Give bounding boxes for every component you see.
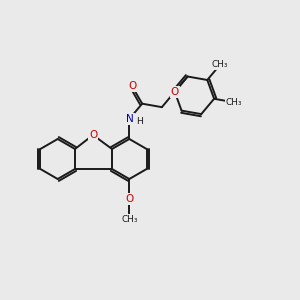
- Text: H: H: [136, 116, 143, 125]
- Text: O: O: [128, 81, 136, 92]
- Text: CH₃: CH₃: [121, 214, 138, 224]
- Text: N: N: [126, 114, 134, 124]
- Text: O: O: [125, 194, 134, 204]
- Text: O: O: [89, 130, 97, 140]
- Text: O: O: [171, 87, 179, 97]
- Text: CH₃: CH₃: [212, 60, 228, 69]
- Text: CH₃: CH₃: [226, 98, 242, 107]
